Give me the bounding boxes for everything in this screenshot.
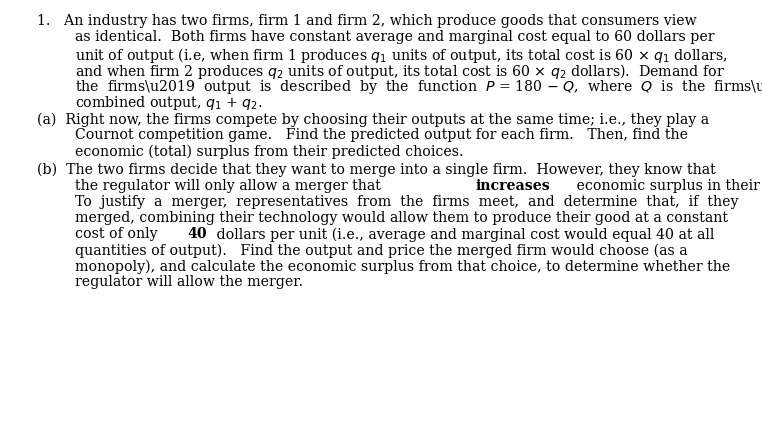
Text: To  justify  a  merger,  representatives  from  the  firms  meet,  and  determin: To justify a merger, representatives fro…: [75, 195, 738, 209]
Text: (b)  The two firms decide that they want to merge into a single firm.  However, : (b) The two firms decide that they want …: [37, 163, 716, 177]
Text: monopoly), and calculate the economic surplus from that choice, to determine whe: monopoly), and calculate the economic su…: [75, 259, 730, 273]
Text: merged, combining their technology would allow them to produce their good at a c: merged, combining their technology would…: [75, 211, 728, 225]
Text: Cournot competition game.   Find the predicted output for each firm.   Then, fin: Cournot competition game. Find the predi…: [75, 128, 687, 143]
Text: cost of only: cost of only: [75, 227, 162, 241]
Text: and when firm 2 produces $q_2$ units of output, its total cost is 60 $\times$ $q: and when firm 2 produces $q_2$ units of …: [75, 62, 725, 81]
Text: the  firms\u2019  output  is  described  by  the  function  $P$ = 180 $-$ $Q$,  : the firms\u2019 output is described by t…: [75, 78, 762, 96]
Text: 40: 40: [187, 227, 207, 241]
Text: as identical.  Both firms have constant average and marginal cost equal to 60 do: as identical. Both firms have constant a…: [75, 30, 714, 44]
Text: quantities of output).   Find the output and price the merged firm would choose : quantities of output). Find the output a…: [75, 243, 687, 258]
Text: regulator will allow the merger.: regulator will allow the merger.: [75, 275, 303, 289]
Text: increases: increases: [475, 179, 550, 193]
Text: (a)  Right now, the firms compete by choosing their outputs at the same time; i.: (a) Right now, the firms compete by choo…: [37, 113, 709, 127]
Text: combined output, $q_1$ + $q_2$.: combined output, $q_1$ + $q_2$.: [75, 94, 262, 112]
Text: economic surplus in their industry.: economic surplus in their industry.: [572, 179, 762, 193]
Text: dollars per unit (i.e., average and marginal cost would equal 40 at all: dollars per unit (i.e., average and marg…: [213, 227, 715, 241]
Text: unit of output (i.e, when firm 1 produces $q_1$ units of output, its total cost : unit of output (i.e, when firm 1 produce…: [75, 46, 728, 65]
Text: the regulator will only allow a merger that: the regulator will only allow a merger t…: [75, 179, 385, 193]
Text: economic (total) surplus from their predicted choices.: economic (total) surplus from their pred…: [75, 145, 463, 159]
Text: 1.   An industry has two firms, firm 1 and firm 2, which produce goods that cons: 1. An industry has two firms, firm 1 and…: [37, 14, 696, 28]
